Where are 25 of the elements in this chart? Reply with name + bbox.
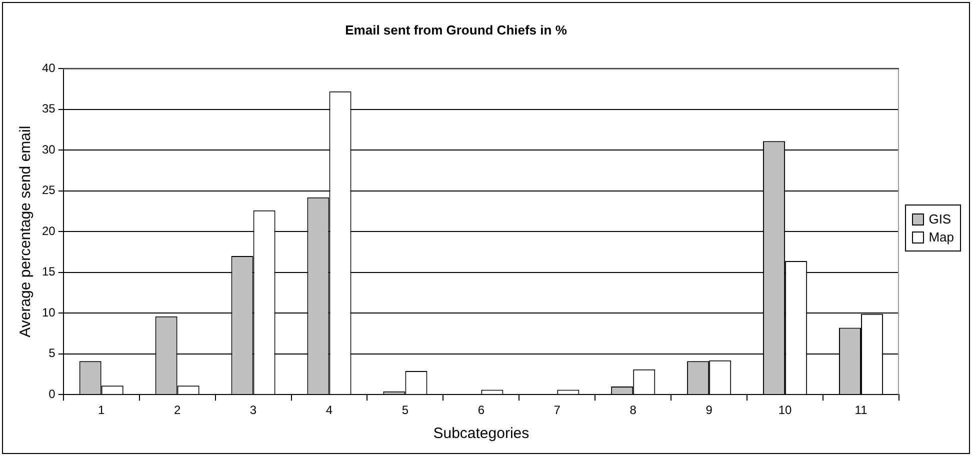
legend-label: Map: [928, 230, 954, 244]
x-tick-label: 7: [554, 403, 561, 418]
x-tick-label: 1: [98, 403, 105, 418]
y-tick-label: 15: [42, 264, 56, 279]
x-tick-label: 5: [402, 403, 409, 418]
chart-title: Email sent from Ground Chiefs in %: [345, 22, 568, 38]
y-tick-label: 25: [42, 183, 56, 198]
y-tick-label: 30: [42, 142, 56, 156]
y-tick-label: 10: [42, 305, 56, 320]
legend-label: GIS: [928, 212, 952, 226]
x-tick-label: 6: [478, 403, 485, 418]
x-tick-label: 4: [326, 403, 333, 418]
y-tick-label: 5: [48, 346, 56, 360]
y-tick-label: 20: [42, 224, 56, 238]
y-tick-label: 40: [42, 60, 56, 75]
x-tick-label: 3: [250, 403, 257, 418]
x-tick-label: 8: [630, 403, 637, 418]
x-tick-label: 10: [778, 403, 792, 418]
x-tick-label: 2: [174, 403, 181, 418]
x-axis-title: Subcategories: [433, 425, 530, 442]
x-tick-label: 9: [706, 403, 713, 418]
y-axis-title: Average percentage send email: [17, 126, 34, 338]
x-tick-label: 11: [854, 403, 868, 418]
y-tick-label: 35: [42, 102, 56, 116]
y-tick-label: 0: [48, 386, 56, 401]
